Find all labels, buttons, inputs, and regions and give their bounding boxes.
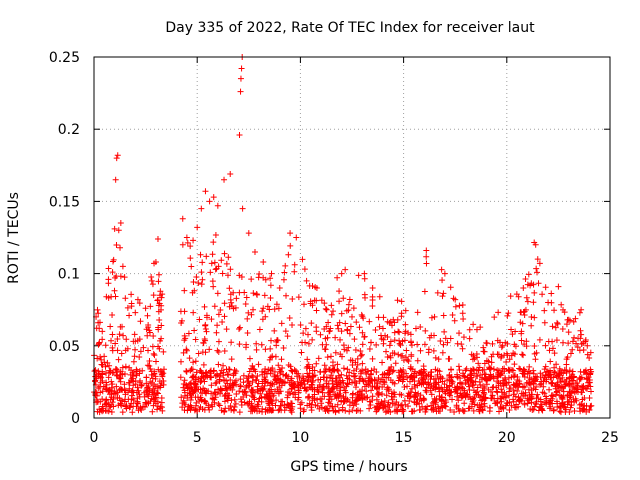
chart-title: Day 335 of 2022, Rate Of TEC Index for r…	[165, 20, 535, 36]
data-point	[555, 283, 562, 290]
data-point	[202, 188, 209, 195]
data-point	[483, 339, 490, 346]
x-axis-label: GPS time / hours	[290, 459, 407, 475]
data-point	[276, 285, 283, 292]
data-point	[390, 316, 397, 323]
data-point	[545, 299, 552, 306]
data-point	[260, 259, 267, 266]
axis-ticks: 0 5 10 15 20 25 0 0.05 0.1 0.15 0.2 0.25	[49, 50, 619, 446]
data-point	[194, 224, 201, 231]
x-tick-label: 5	[193, 430, 202, 446]
y-tick-label: 0.15	[49, 194, 80, 210]
y-tick-label: 0.05	[49, 339, 80, 355]
data-point	[237, 75, 244, 82]
data-point	[532, 241, 539, 248]
data-points	[91, 54, 595, 416]
data-point	[313, 285, 320, 292]
data-point	[105, 276, 112, 283]
data-point	[236, 131, 243, 138]
data-point	[152, 259, 159, 266]
data-point	[251, 248, 258, 255]
x-tick-label: 0	[90, 430, 99, 446]
data-point	[452, 296, 459, 303]
data-point	[214, 202, 221, 209]
data-point	[338, 270, 345, 277]
data-point	[361, 270, 368, 277]
data-point	[237, 88, 244, 95]
data-point	[349, 313, 355, 320]
plot-frame	[93, 56, 611, 419]
data-point	[157, 292, 164, 299]
data-point	[154, 235, 161, 242]
data-point	[112, 176, 119, 183]
data-point	[293, 234, 300, 241]
data-point	[441, 270, 448, 277]
data-point	[227, 170, 234, 177]
data-point	[402, 328, 409, 335]
x-tick-label: 15	[395, 430, 413, 446]
data-point	[221, 176, 228, 183]
data-point	[148, 277, 155, 284]
data-point	[113, 155, 120, 162]
grid-lines	[94, 57, 610, 418]
data-point	[114, 152, 121, 159]
y-axis-label: ROTI / TECUs	[6, 192, 22, 284]
data-point	[95, 319, 102, 326]
data-point	[303, 277, 310, 284]
data-point	[115, 227, 122, 234]
data-point	[179, 215, 186, 222]
x-tick-label: 25	[601, 430, 619, 446]
data-point	[109, 269, 116, 276]
data-point	[379, 325, 386, 332]
y-tick-label: 0.1	[58, 267, 80, 283]
data-point	[584, 342, 591, 349]
data-point	[328, 302, 335, 309]
data-point	[268, 270, 275, 277]
y-tick-label: 0.2	[58, 122, 80, 138]
data-point	[103, 293, 110, 300]
data-point	[132, 309, 139, 316]
data-point	[238, 65, 245, 72]
data-point	[466, 335, 473, 342]
data-point	[119, 263, 126, 270]
data-point	[126, 312, 133, 319]
data-point	[111, 225, 118, 232]
y-tick-label: 0	[71, 411, 80, 427]
data-point	[287, 230, 294, 237]
data-point-cloud	[91, 232, 595, 416]
data-point	[369, 285, 376, 292]
data-point	[117, 220, 124, 227]
data-point	[520, 285, 527, 292]
data-point	[183, 234, 190, 241]
data-point	[423, 247, 430, 254]
x-tick-label: 20	[498, 430, 516, 446]
data-point	[534, 256, 541, 263]
data-point	[206, 198, 213, 205]
y-tick-label: 0.25	[49, 50, 80, 66]
data-point	[239, 205, 246, 212]
data-point	[565, 316, 572, 323]
data-point	[190, 237, 197, 244]
data-point	[412, 325, 419, 332]
x-tick-label: 10	[291, 430, 309, 446]
data-point	[499, 342, 506, 349]
data-point	[210, 194, 217, 201]
data-point	[142, 305, 149, 312]
data-point	[431, 313, 438, 320]
data-point	[99, 328, 106, 335]
data-point	[578, 306, 585, 313]
data-point	[198, 205, 205, 212]
data-point	[245, 230, 252, 237]
